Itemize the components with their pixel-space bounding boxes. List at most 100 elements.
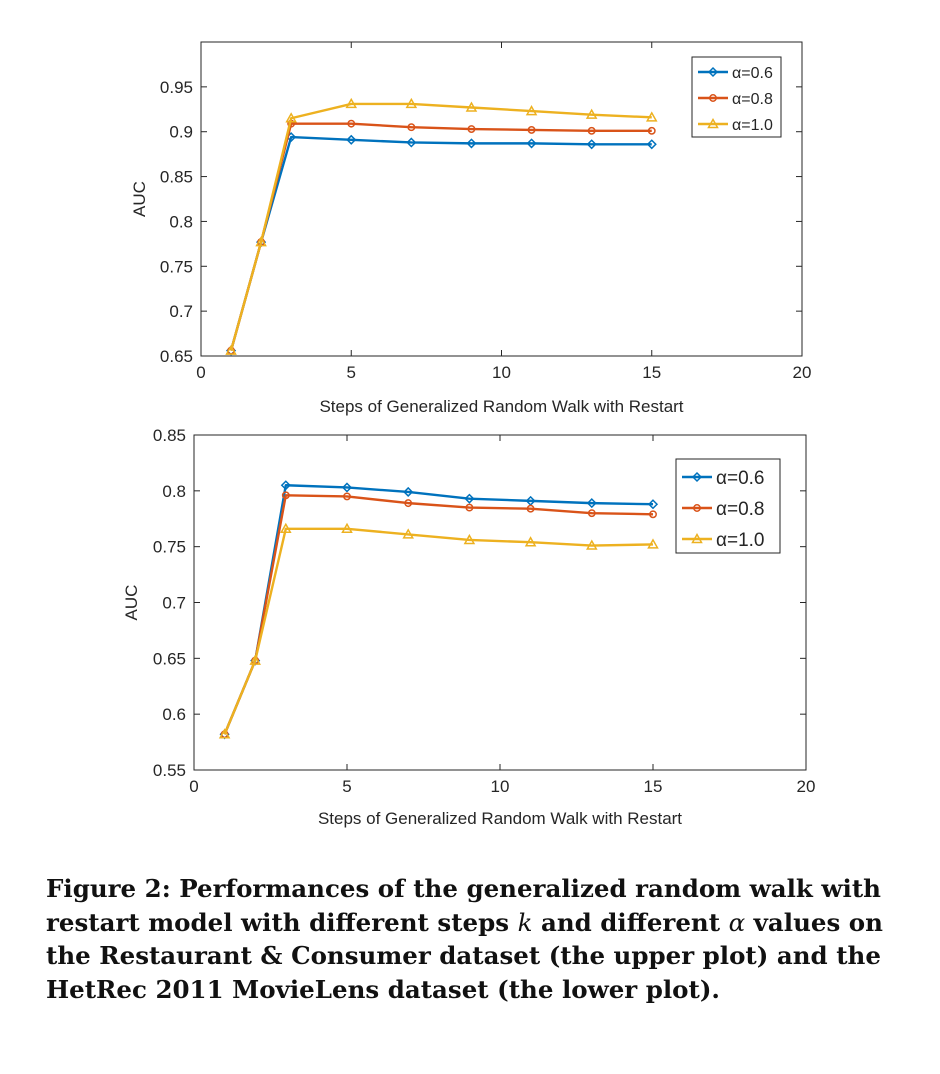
x-tick-label: 10: [491, 777, 510, 796]
caption-text-part2: and different: [532, 907, 729, 937]
x-tick-label: 0: [189, 777, 198, 796]
data-point: [281, 491, 290, 500]
data-point: [280, 522, 292, 534]
y-tick-label: 0.85: [160, 168, 193, 187]
data-point: [646, 139, 657, 150]
data-point: [225, 344, 237, 355]
data-point: [647, 499, 659, 510]
legend-marker: [691, 471, 703, 483]
series-3: [218, 522, 659, 739]
y-tick-label: 0.7: [162, 594, 186, 613]
data-point: [404, 499, 413, 508]
x-tick-label: 10: [492, 363, 511, 382]
data-point: [402, 528, 414, 539]
lower-chart: 0 5 10 15 20 0.55 0.6 0.65 0.7 0.75 0.8 0.85 Steps o…: [122, 426, 815, 828]
data-point: [407, 123, 416, 132]
y-tick-label: 0.95: [160, 78, 193, 97]
caption-var-k: k: [517, 907, 533, 937]
data-point: [524, 536, 537, 547]
y-tick-label: 0.6: [162, 705, 186, 724]
data-point: [463, 533, 476, 545]
data-point: [406, 137, 417, 148]
data-point: [403, 486, 414, 498]
data-point: [586, 539, 598, 550]
data-point: [341, 482, 353, 493]
legend-label: α=0.6: [716, 468, 765, 489]
data-point: [346, 134, 357, 145]
data-point: [467, 125, 476, 133]
data-point: [586, 139, 597, 150]
data-point: [587, 509, 596, 518]
legend: α=0.6 α=0.8 α=1.0: [691, 56, 782, 138]
legend-label: α=0.6: [732, 65, 773, 82]
data-point: [218, 728, 231, 739]
data-point: [347, 119, 356, 128]
caption-var-alpha: α: [728, 907, 746, 937]
data-point: [647, 126, 656, 135]
data-point: [645, 111, 658, 122]
data-point: [585, 108, 598, 119]
y-tick-label: 0.9: [169, 123, 193, 142]
x-tick-label: 5: [347, 363, 356, 382]
y-tick-label: 0.65: [153, 649, 186, 668]
series-3: [225, 97, 658, 355]
data-point: [343, 492, 351, 501]
y-tick-label: 0.8: [169, 212, 193, 231]
series-line: [223, 494, 654, 735]
data-point: [405, 97, 418, 109]
upper-chart: 0 5 10 15 20 0.65 0.7 0.75 0.8 0.85 0.9 0.95 Steps o…: [130, 41, 812, 416]
legend-marker: [707, 66, 719, 78]
legend-marker: [693, 504, 701, 512]
figure-caption: Figure 2: Performances of the generalize…: [46, 872, 896, 1006]
y-axis-label: AUC: [122, 585, 141, 621]
data-point: [527, 125, 536, 134]
legend-label: α=0.8: [732, 91, 773, 108]
y-tick-label: 0.55: [153, 761, 186, 780]
x-tick-label: 15: [644, 777, 663, 796]
legend-marker: [709, 94, 717, 102]
data-point: [255, 236, 267, 247]
y-tick-label: 0.75: [153, 538, 186, 557]
legend-label: α=0.8: [716, 499, 765, 520]
caption-text-part1: Performances of the generalized random w…: [46, 874, 890, 937]
y-tick-label: 0.7: [169, 302, 193, 321]
data-point: [587, 126, 596, 135]
data-point: [526, 504, 535, 513]
x-tick-label: 20: [797, 777, 816, 796]
data-point: [465, 101, 478, 112]
x-tick-label: 20: [793, 363, 812, 382]
y-tick-label: 0.65: [160, 347, 193, 366]
legend-marker: [707, 117, 719, 129]
data-point: [525, 105, 538, 116]
caption-text-part3: values on the Restaurant & Consumer data…: [46, 907, 892, 1004]
data-point: [341, 522, 353, 534]
x-tick-label: 15: [642, 363, 661, 382]
data-point: [466, 138, 477, 149]
y-tick-label: 0.85: [153, 426, 186, 445]
y-tick-label: 0.8: [162, 482, 186, 501]
x-axis-label: Steps of Generalized Random Walk with Re…: [318, 809, 682, 828]
series-line: [229, 102, 652, 351]
x-tick-label: 0: [196, 363, 205, 382]
data-point: [465, 503, 474, 512]
data-point: [649, 510, 657, 519]
data-point: [526, 138, 537, 149]
y-axis-label: AUC: [130, 181, 149, 217]
legend-label: α=1.0: [732, 117, 773, 134]
data-point: [586, 498, 597, 509]
series-line: [223, 527, 654, 735]
data-point: [647, 538, 659, 549]
x-tick-label: 5: [342, 777, 351, 796]
data-point: [464, 493, 475, 504]
data-point: [345, 97, 358, 109]
y-tick-label: 0.75: [160, 257, 193, 276]
legend-marker: [691, 532, 703, 544]
data-point: [285, 112, 297, 123]
legend-label: α=1.0: [716, 530, 765, 551]
legend: α=0.6 α=0.8 α=1.0: [675, 458, 781, 554]
caption-label: Figure 2:: [46, 874, 171, 903]
data-point: [280, 480, 291, 491]
data-point: [249, 654, 261, 665]
x-axis-label: Steps of Generalized Random Walk with Re…: [319, 397, 683, 416]
